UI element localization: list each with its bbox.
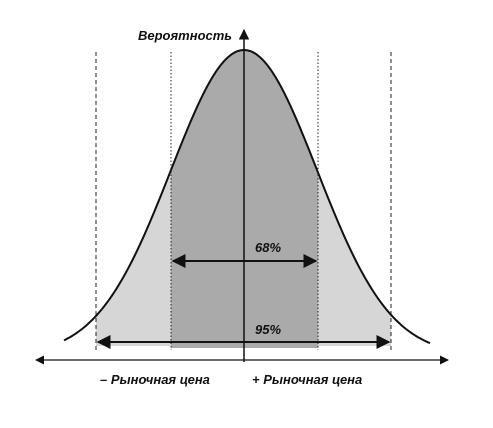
interval-68-label: 68% <box>255 240 281 255</box>
bell-curve <box>63 48 431 345</box>
x-axis-label-minus: – Рыночная цена <box>100 372 210 387</box>
interval-95-label: 95% <box>255 322 281 337</box>
x-axis-label-plus: + Рыночная цена <box>252 372 362 387</box>
y-axis-label: Вероятность <box>138 28 232 43</box>
